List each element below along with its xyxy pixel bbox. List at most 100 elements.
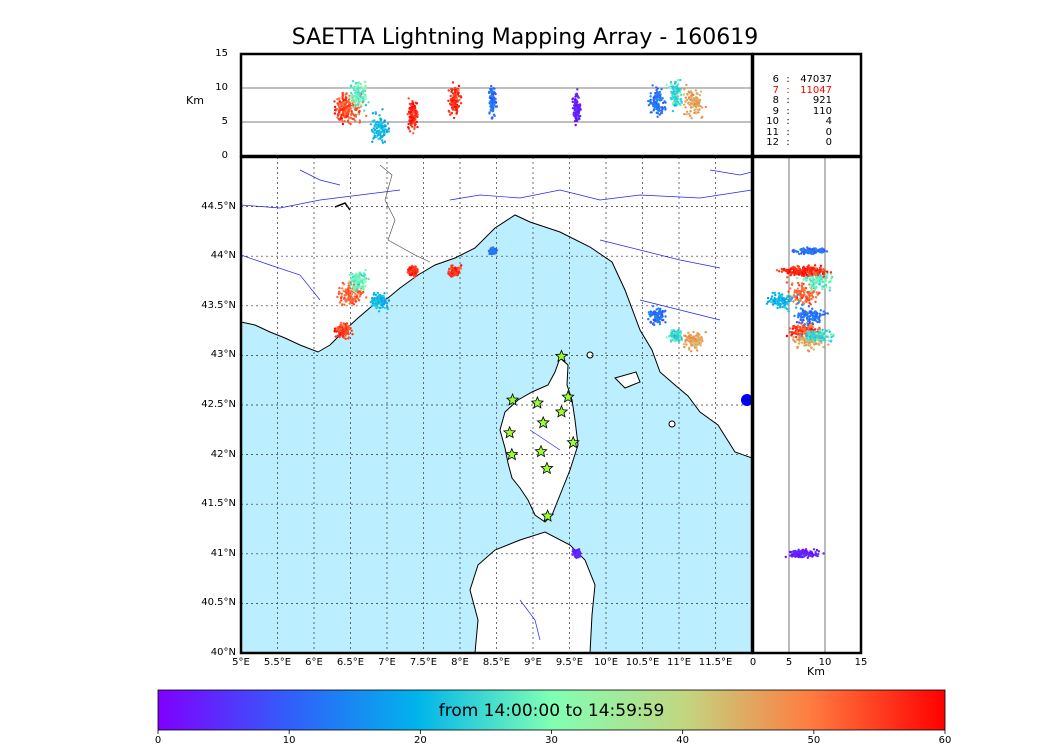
lightning-lon-alt-point bbox=[688, 112, 691, 116]
side-alt-tick-label: 0 bbox=[749, 657, 757, 668]
lightning-lon-alt-point bbox=[658, 96, 662, 99]
top-alt-tick-label: 5 bbox=[221, 116, 228, 127]
lightning-lon-alt-point bbox=[450, 112, 454, 115]
lightning-lat-alt-point bbox=[830, 335, 833, 339]
lightning-lat-alt-point bbox=[822, 285, 826, 288]
lightning-lon-alt-point bbox=[689, 110, 692, 113]
lightning-source-point bbox=[693, 346, 697, 349]
count-level: 10 bbox=[766, 116, 779, 127]
lightning-lat-alt-point bbox=[796, 287, 800, 290]
lightning-lon-alt-point bbox=[414, 115, 417, 119]
lightning-lon-alt-point bbox=[344, 106, 347, 109]
lightning-lon-alt-point bbox=[412, 132, 415, 135]
lightning-lon-alt-point bbox=[354, 104, 357, 107]
lightning-lon-alt-point bbox=[686, 98, 689, 102]
lightning-source-point bbox=[340, 299, 343, 302]
lightning-lon-alt-point bbox=[340, 102, 343, 105]
lightning-source-point bbox=[341, 303, 344, 306]
lightning-lat-alt-point bbox=[803, 310, 806, 313]
lightning-lat-alt-point bbox=[829, 271, 833, 274]
lightning-lon-alt-point bbox=[413, 124, 417, 127]
lightning-lon-alt-point bbox=[371, 120, 374, 123]
lightning-source-point bbox=[696, 336, 700, 339]
lightning-lat-alt-point bbox=[818, 270, 821, 273]
lightning-source-point bbox=[658, 310, 662, 313]
lightning-lat-alt-point bbox=[810, 335, 814, 338]
lightning-source-point bbox=[406, 271, 409, 274]
lon-altitude-background bbox=[241, 54, 752, 156]
lightning-lat-alt-point bbox=[812, 548, 816, 551]
lightning-lat-alt-point bbox=[825, 329, 828, 333]
lightning-lat-alt-point bbox=[802, 252, 806, 256]
lightning-lon-alt-point bbox=[685, 83, 688, 87]
lightning-lon-alt-point bbox=[685, 113, 688, 116]
border-line bbox=[379, 164, 431, 263]
lightning-source-point bbox=[695, 334, 698, 337]
lightning-source-point bbox=[341, 281, 344, 285]
lightning-lon-alt-point bbox=[369, 123, 372, 126]
lightning-lat-alt-point bbox=[797, 281, 800, 285]
lightning-lon-alt-point bbox=[671, 92, 674, 95]
lightning-lat-alt-point bbox=[809, 270, 813, 273]
lightning-lat-alt-point bbox=[790, 297, 794, 300]
station-star bbox=[530, 395, 545, 409]
lightning-source-point bbox=[660, 315, 664, 319]
lightning-source-point bbox=[659, 307, 662, 310]
lightning-source-point bbox=[351, 292, 354, 296]
lightning-lat-alt-point bbox=[795, 321, 799, 324]
lightning-lat-alt-point bbox=[826, 273, 829, 277]
lightning-lat-alt-point bbox=[826, 312, 829, 315]
lightning-source-point bbox=[411, 267, 415, 271]
lightning-lat-alt-point bbox=[812, 252, 815, 255]
lightning-lon-alt-point bbox=[651, 102, 655, 105]
lightning-lon-alt-point bbox=[573, 113, 576, 116]
lightning-lat-alt-point bbox=[817, 552, 820, 556]
lightning-lat-alt-point bbox=[808, 341, 811, 345]
lightning-lat-alt-point bbox=[796, 293, 799, 296]
lightning-lon-alt-point bbox=[454, 105, 457, 108]
lightning-lon-alt-point bbox=[656, 115, 659, 119]
lightning-lat-alt-point bbox=[829, 340, 833, 343]
lightning-source-point bbox=[340, 292, 344, 295]
lightning-lon-alt-point bbox=[362, 87, 365, 90]
colorbar-tick-label: 30 bbox=[545, 735, 558, 746]
lightning-lon-alt-point bbox=[676, 91, 679, 95]
lightning-source-point bbox=[669, 334, 672, 337]
lightning-lat-alt-point bbox=[811, 325, 815, 329]
lightning-lon-alt-point bbox=[678, 91, 682, 94]
lightning-lat-alt-point bbox=[808, 294, 811, 298]
lightning-lat-alt-point bbox=[795, 328, 799, 331]
lightning-lat-alt-point bbox=[787, 300, 791, 303]
colorbar-ticks bbox=[157, 730, 946, 734]
lightning-lon-alt-point bbox=[657, 109, 660, 112]
lightning-lon-alt-point bbox=[333, 112, 337, 115]
lightning-lat-alt-point bbox=[807, 249, 810, 252]
lightning-source-point bbox=[349, 327, 352, 330]
lightning-lat-alt-point bbox=[828, 286, 832, 289]
lightning-lon-alt-point bbox=[341, 122, 345, 126]
lightning-source-point bbox=[692, 330, 695, 334]
lightning-lon-alt-point bbox=[339, 105, 343, 109]
lat-altitude-background bbox=[753, 157, 861, 653]
lightning-source-point bbox=[355, 276, 358, 280]
lightning-lat-alt-point bbox=[811, 276, 814, 280]
lightning-lat-alt-point bbox=[821, 249, 824, 253]
lightning-lat-alt-point bbox=[778, 299, 781, 302]
lightning-lat-alt-point bbox=[814, 330, 817, 333]
lightning-lon-alt-point bbox=[669, 86, 672, 90]
lightning-source-point bbox=[654, 315, 657, 318]
lightning-lon-alt-point bbox=[355, 85, 358, 89]
lightning-lat-alt-point bbox=[813, 269, 817, 272]
lightning-source-point bbox=[689, 340, 692, 343]
lightning-source-point bbox=[347, 298, 350, 301]
lightning-lon-alt-point bbox=[676, 78, 680, 82]
lightning-lat-alt-point bbox=[792, 549, 795, 553]
lightning-lon-alt-point bbox=[408, 111, 411, 115]
lightning-lat-alt-point bbox=[785, 334, 789, 338]
lightning-source-point bbox=[651, 305, 655, 308]
lightning-lat-alt-point bbox=[790, 330, 794, 334]
count-separator: : bbox=[786, 137, 790, 148]
lightning-source-point bbox=[687, 331, 690, 334]
lightning-lon-alt-point bbox=[349, 116, 352, 119]
lightning-lat-alt-point bbox=[784, 555, 787, 559]
